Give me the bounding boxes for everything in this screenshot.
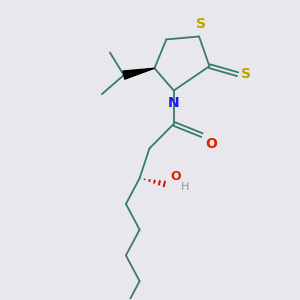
Text: S: S [196,17,206,31]
Text: O: O [171,170,182,183]
Text: S: S [241,67,251,81]
Polygon shape [123,68,154,79]
Text: O: O [205,136,217,151]
Text: H: H [181,182,189,193]
Text: N: N [168,96,180,110]
